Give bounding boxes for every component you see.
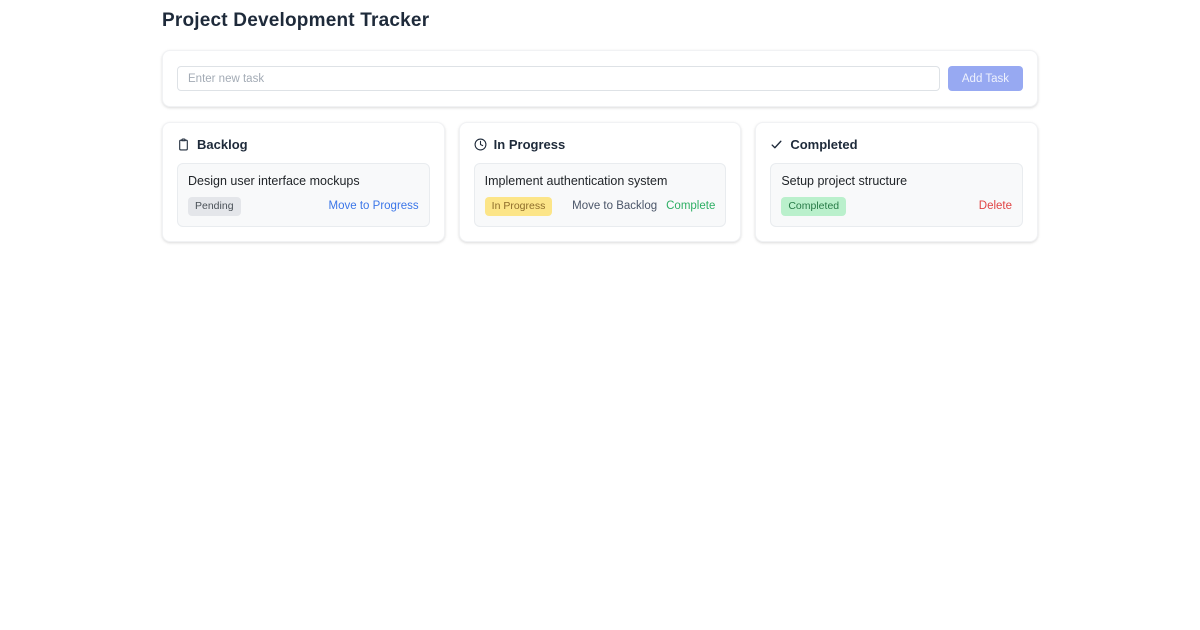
status-badge: In Progress bbox=[484, 197, 553, 216]
column-completed-header: Completed bbox=[770, 137, 1023, 152]
clipboard-icon bbox=[177, 138, 190, 151]
move-to-backlog-button[interactable]: Move to Backlog bbox=[572, 200, 658, 213]
add-task-form: Add Task bbox=[162, 50, 1038, 107]
add-task-button[interactable]: Add Task bbox=[947, 66, 1023, 91]
task-title: Design user interface mockups bbox=[188, 174, 360, 188]
new-task-input[interactable] bbox=[177, 66, 940, 91]
status-badge: Completed bbox=[781, 197, 847, 216]
task-row: In Progress Move to Backlog Complete bbox=[484, 197, 715, 216]
clock-icon bbox=[474, 138, 487, 151]
column-title: Backlog bbox=[197, 137, 248, 152]
task-card: Implement authentication system In Progr… bbox=[473, 163, 727, 227]
column-title: Completed bbox=[790, 137, 858, 152]
page-title: Project Development Tracker bbox=[162, 10, 430, 31]
move-to-progress-button[interactable]: Move to Progress bbox=[328, 200, 419, 213]
column-in-progress: In Progress Implement authentication sys… bbox=[458, 122, 742, 242]
column-in-progress-header: In Progress bbox=[474, 137, 727, 152]
status-badge: Pending bbox=[188, 197, 241, 216]
column-backlog: Backlog Design user interface mockups Pe… bbox=[162, 122, 445, 242]
task-actions: Move to Progress bbox=[329, 200, 419, 212]
check-icon bbox=[770, 138, 783, 151]
column-backlog-header: Backlog bbox=[177, 137, 430, 152]
column-title: In Progress bbox=[493, 137, 566, 152]
kanban-board: Backlog Design user interface mockups Pe… bbox=[162, 122, 1039, 242]
task-actions: Move to Backlog Complete bbox=[572, 200, 715, 212]
task-row: Pending Move to Progress bbox=[188, 197, 419, 216]
task-card: Setup project structure Completed Delete bbox=[770, 163, 1024, 227]
column-completed: Completed Setup project structure Comple… bbox=[755, 122, 1039, 242]
task-card: Design user interface mockups Pending Mo… bbox=[177, 163, 430, 227]
task-title: Setup project structure bbox=[781, 174, 908, 188]
delete-button[interactable]: Delete bbox=[978, 200, 1013, 213]
complete-button[interactable]: Complete bbox=[666, 200, 716, 213]
task-row: Completed Delete bbox=[781, 197, 1012, 216]
task-title: Implement authentication system bbox=[484, 174, 668, 188]
app-container: Project Development Tracker Add Task Bac… bbox=[162, 0, 1039, 242]
task-actions: Delete bbox=[979, 200, 1012, 212]
